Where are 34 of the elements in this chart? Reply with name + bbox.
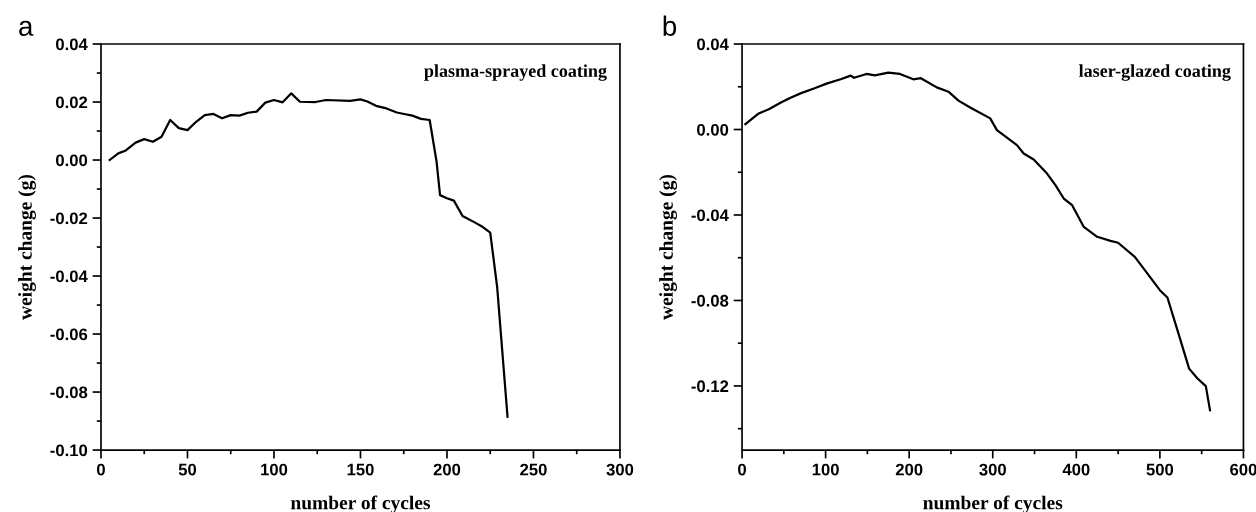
y-tick-label: 0.02: [56, 96, 88, 109]
x-tick-label: 150: [347, 463, 374, 476]
x-tick-label: 300: [979, 463, 1006, 476]
line-series: [108, 92, 509, 418]
y-tick-label: -0.02: [50, 212, 88, 225]
annotation: laser-glazed coating: [1079, 64, 1231, 81]
y-tick-label: 0.04: [56, 38, 88, 51]
x-tick-label: 100: [812, 463, 839, 476]
annotation: plasma-sprayed coating: [424, 64, 607, 81]
y-tick-label: 0.00: [56, 154, 88, 167]
y-tick-label: -0.08: [50, 386, 88, 399]
x-tick-label: 300: [606, 463, 634, 476]
y-tick-label: -0.08: [691, 294, 729, 307]
y-tick-label: -0.04: [50, 270, 88, 283]
y-tick-label: -0.12: [691, 380, 729, 393]
y-axis-title: weight change (g): [659, 174, 677, 320]
y-tick-label: 0.00: [697, 123, 729, 136]
chart-title: b: [663, 15, 677, 36]
x-tick-label: 0: [738, 463, 746, 476]
x-tick-label: 100: [261, 463, 288, 476]
y-tick-label: -0.06: [50, 328, 88, 341]
x-tick-label: 50: [178, 463, 197, 476]
x-tick-label: 200: [433, 463, 461, 476]
chart-title: a: [19, 20, 34, 36]
y-axis-title: weight change (g): [18, 174, 36, 320]
y-tick-label: 0.04: [697, 38, 729, 51]
y-tick-label: -0.10: [50, 444, 88, 457]
x-tick-label: 600: [1230, 463, 1256, 476]
x-tick-label: 400: [1062, 463, 1090, 476]
x-tick-label: 200: [895, 463, 923, 476]
x-tick-label: 0: [97, 463, 105, 476]
y-tick-label: -0.04: [691, 209, 729, 222]
x-tick-label: 500: [1146, 463, 1174, 476]
x-tick-label: 250: [520, 463, 547, 476]
